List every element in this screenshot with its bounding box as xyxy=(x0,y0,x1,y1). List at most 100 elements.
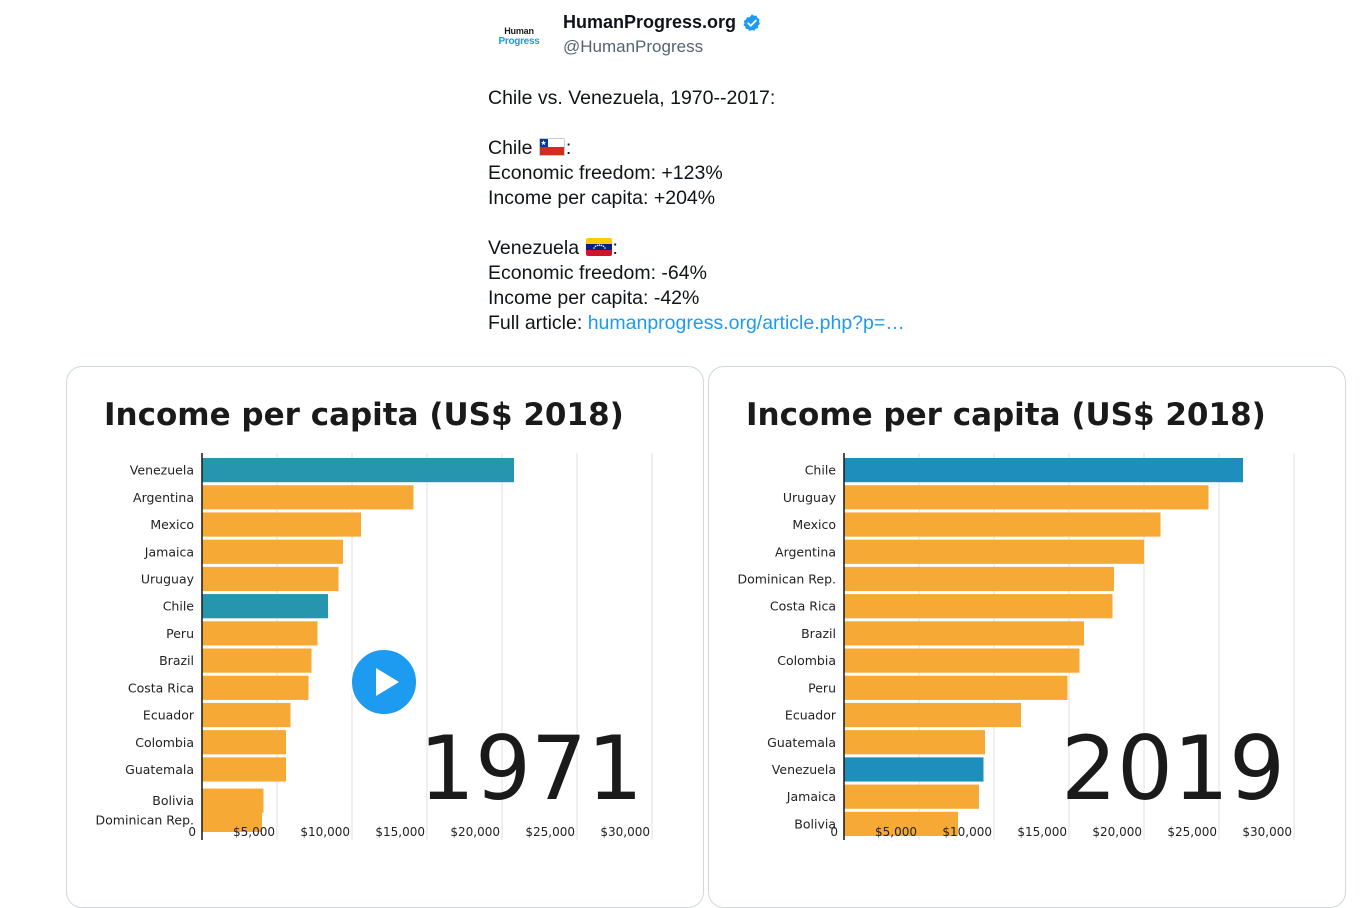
bar xyxy=(202,539,343,564)
category-label: Argentina xyxy=(133,490,194,505)
bar xyxy=(844,485,1209,510)
bar xyxy=(844,594,1113,619)
tick-label: $30,000 xyxy=(1242,825,1292,839)
category-label: Guatemala xyxy=(125,762,194,777)
article-link[interactable]: humanprogress.org/article.php?p=… xyxy=(587,312,905,334)
tick-label: $20,000 xyxy=(1092,825,1142,839)
media-card-1971[interactable]: Income per capita (US$ 2018) Venezuela Arg… xyxy=(66,366,704,908)
bar xyxy=(844,621,1084,646)
chile-colon: : xyxy=(565,137,572,159)
category-label: Uruguay xyxy=(783,490,837,505)
bar xyxy=(202,807,262,832)
category-label: Costa Rica xyxy=(128,680,194,695)
display-name-text: HumanProgress.org xyxy=(563,12,737,32)
category-label: Venezuela xyxy=(772,762,836,777)
play-icon xyxy=(376,668,399,696)
category-label: Chile xyxy=(163,599,195,614)
category-label: Dominican Rep. xyxy=(96,812,194,827)
bar xyxy=(202,648,312,673)
avatar-line2: Progress xyxy=(498,35,540,47)
bar xyxy=(202,512,361,537)
tick-label: $25,000 xyxy=(525,825,575,839)
category-label: Brazil xyxy=(801,626,836,641)
chart-title: Income per capita (US$ 2018) xyxy=(104,397,624,433)
tick-label: $10,000 xyxy=(300,825,350,839)
category-label: Dominican Rep. xyxy=(738,571,836,586)
bar xyxy=(202,675,309,700)
bar xyxy=(202,702,291,728)
category-label: Peru xyxy=(166,626,194,641)
category-label: Mexico xyxy=(150,517,194,532)
avatar-line1: Human xyxy=(504,25,534,36)
play-video-button[interactable] xyxy=(350,648,418,716)
bar xyxy=(202,485,414,510)
tick-label: $25,000 xyxy=(1167,825,1217,839)
chile-label: Chile xyxy=(488,137,538,159)
category-label: Mexico xyxy=(792,517,836,532)
bar xyxy=(844,730,985,755)
category-label: Bolivia xyxy=(794,816,836,831)
venezuela-flag-icon xyxy=(585,238,612,256)
article-line: Full article: humanprogress.org/article.… xyxy=(488,311,905,336)
bar xyxy=(844,566,1114,592)
category-label: Guatemala xyxy=(767,735,836,750)
tweet-text: Chile vs. Venezuela, 1970--2017: Chile :… xyxy=(488,86,905,336)
category-label: Uruguay xyxy=(141,571,195,586)
chart-title: Income per capita (US$ 2018) xyxy=(746,397,1266,433)
bar xyxy=(844,512,1161,537)
category-label: Jamaica xyxy=(144,544,194,559)
avatar[interactable]: Human Progress xyxy=(488,12,550,60)
chile-heading: Chile : xyxy=(488,136,905,161)
bar xyxy=(202,566,339,592)
bar xyxy=(202,621,318,646)
category-label: Venezuela xyxy=(130,463,194,478)
chile-freedom: Economic freedom: +123% xyxy=(488,162,723,184)
year-label: 1971 xyxy=(419,717,643,820)
venezuela-freedom: Economic freedom: -64% xyxy=(488,262,707,284)
tick-label: $5,000 xyxy=(875,825,917,839)
chile-income: Income per capita: +204% xyxy=(488,187,716,209)
tick-label: $5,000 xyxy=(233,825,275,839)
tick-label: 0 xyxy=(188,825,196,839)
venezuela-label: Venezuela xyxy=(488,237,585,259)
tick-label: $10,000 xyxy=(942,825,992,839)
income-chart-1971: Income per capita (US$ 2018) Venezuela Arg… xyxy=(96,397,653,840)
venezuela-income: Income per capita: -42% xyxy=(488,287,700,309)
verified-badge-icon xyxy=(743,13,760,31)
category-label: Costa Rica xyxy=(770,599,836,614)
media-card-2019[interactable]: Income per capita (US$ 2018) Chile Uruguay… xyxy=(708,366,1346,908)
bar xyxy=(844,675,1068,700)
display-name[interactable]: HumanProgress.org xyxy=(563,12,762,33)
bar xyxy=(844,458,1243,483)
category-label: Bolivia xyxy=(152,793,194,808)
bar xyxy=(844,539,1144,564)
category-label: Ecuador xyxy=(785,708,837,723)
category-label: Chile xyxy=(805,463,837,478)
tick-label: $20,000 xyxy=(450,825,500,839)
category-label: Jamaica xyxy=(786,789,836,804)
tick-label: $15,000 xyxy=(375,825,425,839)
bar xyxy=(202,757,286,782)
bar xyxy=(202,458,514,483)
bar xyxy=(844,648,1080,673)
venezuela-heading: Venezuela : xyxy=(488,236,905,261)
venezuela-colon: : xyxy=(612,237,618,259)
bar xyxy=(202,594,328,619)
tick-label: $30,000 xyxy=(600,825,650,839)
bar xyxy=(844,811,958,836)
year-label: 2019 xyxy=(1061,717,1285,820)
income-chart-2019: Income per capita (US$ 2018) Chile Uruguay… xyxy=(738,397,1295,840)
tweet-line-title: Chile vs. Venezuela, 1970--2017: xyxy=(488,87,776,109)
bar xyxy=(844,757,984,782)
category-label: Peru xyxy=(808,680,836,695)
category-label: Argentina xyxy=(775,544,836,559)
bar xyxy=(844,702,1021,728)
bar xyxy=(844,784,979,809)
category-label: Colombia xyxy=(777,653,836,668)
chile-flag-icon xyxy=(538,138,565,156)
article-prefix: Full article: xyxy=(488,312,588,334)
tick-label: 0 xyxy=(830,825,838,839)
category-label: Colombia xyxy=(135,735,194,750)
category-label: Brazil xyxy=(159,653,194,668)
handle[interactable]: @HumanProgress xyxy=(563,37,704,56)
